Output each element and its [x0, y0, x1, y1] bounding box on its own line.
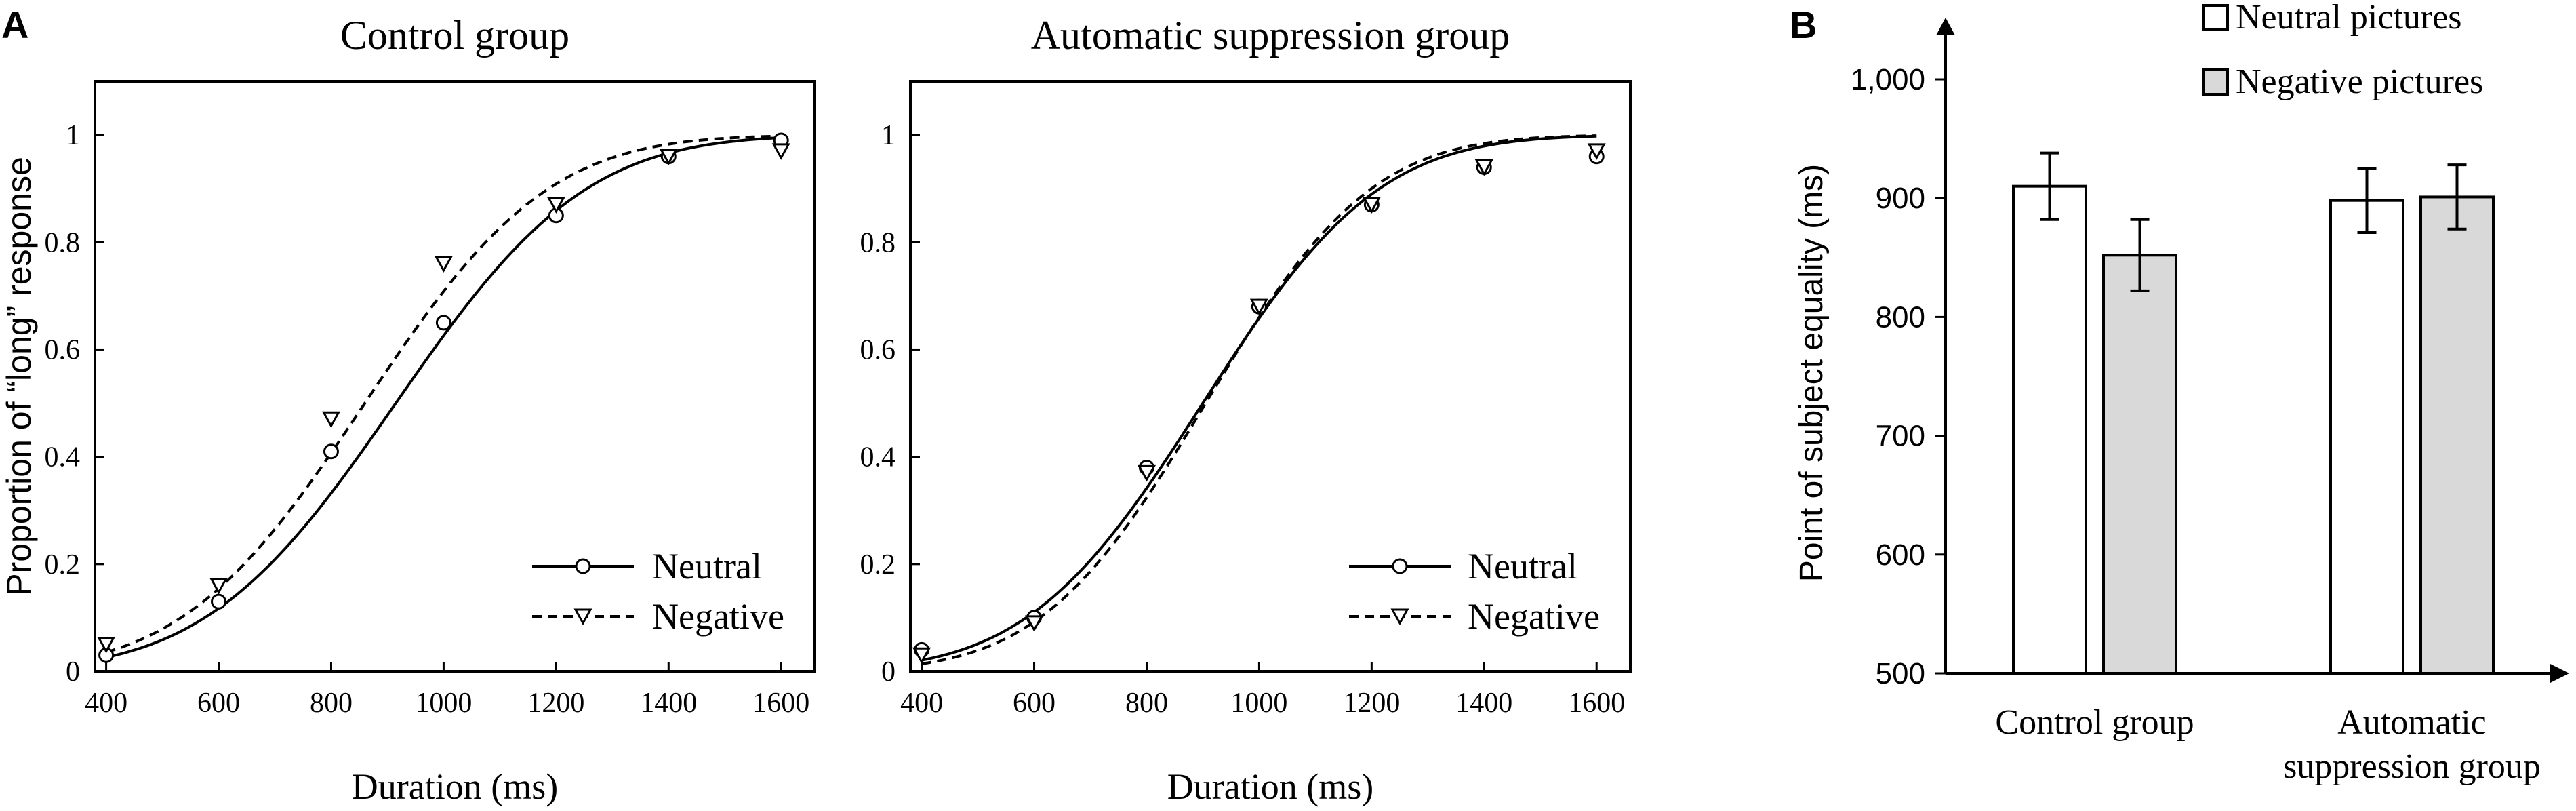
- y-tick-label: 0: [881, 656, 895, 688]
- x-tick-label: 1000: [1230, 688, 1287, 719]
- y-tick-label: 0.6: [860, 334, 896, 365]
- chart-automatic-suppression-group: Automatic suppression group Duration (ms…: [860, 13, 1632, 807]
- category-label-line: Automatic: [2337, 703, 2487, 742]
- x-tick-label: 1200: [527, 688, 584, 719]
- category-label: Control group: [1995, 703, 2194, 742]
- legend-neutral-swatch: [2202, 4, 2229, 31]
- y-tick-label: 600: [1876, 538, 1925, 572]
- data-point-negative: [659, 149, 678, 165]
- data-point-negative: [97, 636, 116, 654]
- y-tick-label: 900: [1876, 182, 1925, 215]
- x-tick-label: 1400: [640, 688, 697, 719]
- data-point-negative: [1137, 464, 1156, 482]
- fit-curve-negative: [921, 134, 1597, 665]
- y-tick-label: 0.2: [860, 549, 896, 580]
- data-point-negative: [912, 647, 931, 665]
- data-points: [97, 132, 790, 663]
- data-point-negative: [1362, 197, 1381, 214]
- data-point-negative: [434, 256, 453, 273]
- x-tick-label: 600: [197, 688, 240, 719]
- data-points: [912, 143, 1606, 665]
- chart-title: Automatic suppression group: [1031, 13, 1510, 58]
- legend-neutral-marker: [1392, 558, 1408, 574]
- bar-neutral: [2012, 184, 2087, 675]
- data-point-negative: [1474, 159, 1493, 176]
- legend-negative-label: Negative pictures: [2236, 62, 2483, 101]
- x-tick-label: 1400: [1455, 688, 1512, 719]
- legend: Neutral Negative: [532, 546, 784, 637]
- data-point-negative: [546, 197, 565, 214]
- x-axis-arrow: [2550, 664, 2569, 683]
- x-tick-label: 800: [310, 688, 353, 719]
- legend: Neutral pictures Negative pictures: [2202, 0, 2483, 101]
- category-label-line: Control group: [1995, 703, 2194, 742]
- y-tick-label: 0.2: [45, 549, 81, 580]
- legend-neutral-label: Neutral pictures: [2236, 0, 2462, 37]
- chart-point-of-subject-equality: Point of subject equality (ms) 500 600 700…: [1794, 0, 2569, 786]
- y-tick-label: 0.4: [860, 442, 896, 473]
- data-point-negative: [1587, 143, 1606, 160]
- y-tick-label: 0.8: [860, 227, 896, 258]
- x-tick-label: 1600: [752, 688, 809, 719]
- x-tick-label: 1000: [415, 688, 472, 719]
- data-point-neutral: [323, 443, 339, 460]
- data-point-negative: [771, 143, 790, 160]
- category-label: Automatic suppression group: [2283, 703, 2541, 786]
- y-axis-label: Proportion of “long” response: [0, 157, 38, 596]
- chart-control-group: Control group Duration (ms) Proportion o…: [0, 13, 816, 807]
- y-tick-label: 1,000: [1851, 63, 1925, 96]
- data-point-neutral: [435, 315, 451, 331]
- y-tick-label: 1: [66, 120, 80, 151]
- legend-negative-swatch: [2202, 68, 2229, 96]
- panel-label-a: A: [1, 3, 28, 46]
- y-tick-label: 800: [1876, 300, 1925, 334]
- y-axis-arrow: [1936, 18, 1955, 35]
- data-point-negative: [1024, 615, 1044, 632]
- y-tick-label: 0.4: [45, 442, 81, 473]
- y-axis-label: Point of subject equality (ms): [1794, 164, 1830, 582]
- y-tick-label: 0.8: [45, 227, 81, 258]
- x-tick-label: 1600: [1568, 688, 1625, 719]
- data-point-negative: [1249, 298, 1268, 316]
- y-tick-label: 0.6: [45, 334, 81, 365]
- plot-frame: [909, 80, 1632, 673]
- tick-layer: 400 600 800 1000 1200 1400 1600 0 0.2 0.4 0.6 0.8 1: [860, 120, 1626, 719]
- chart-title: Control group: [340, 13, 569, 58]
- y-tick-label: 500: [1876, 657, 1925, 690]
- bar-neutral: [2329, 199, 2404, 675]
- legend-negative-marker: [573, 608, 592, 626]
- bar-negative: [2419, 195, 2495, 675]
- bar-negative: [2102, 254, 2177, 675]
- legend-negative-label: Negative: [1468, 596, 1600, 637]
- data-point-negative: [209, 577, 228, 595]
- x-tick-label: 1200: [1343, 688, 1400, 719]
- x-tick-label: 400: [85, 688, 127, 719]
- legend-neutral-label: Neutral: [652, 546, 762, 587]
- y-tick-label: 700: [1876, 420, 1925, 453]
- y-tick-label: 0: [66, 656, 80, 688]
- panel-label-b: B: [1790, 3, 1817, 46]
- tick-layer: 400 600 800 1000 1200 1400 1600 0 0.2 0.4 0.6 0.8 1: [45, 120, 810, 719]
- data-point-negative: [321, 411, 341, 429]
- x-tick-label: 600: [1013, 688, 1055, 719]
- y-tick-label: 1: [881, 120, 895, 151]
- x-axis-label: Duration (ms): [352, 766, 558, 807]
- legend-negative-label: Negative: [652, 596, 784, 637]
- x-tick-label: 800: [1125, 688, 1168, 719]
- legend-neutral-marker: [575, 558, 591, 574]
- plot-frame: [94, 80, 816, 673]
- category-label-line: suppression group: [2283, 747, 2541, 786]
- legend-neutral-label: Neutral: [1468, 546, 1577, 587]
- data-point-neutral: [211, 593, 227, 610]
- legend: Neutral Negative: [1349, 546, 1600, 637]
- legend-negative-marker: [1390, 608, 1409, 626]
- x-axis-label: Duration (ms): [1167, 766, 1373, 807]
- x-tick-label: 400: [900, 688, 943, 719]
- bar-layer: Control group Automatic suppression group: [1995, 151, 2541, 786]
